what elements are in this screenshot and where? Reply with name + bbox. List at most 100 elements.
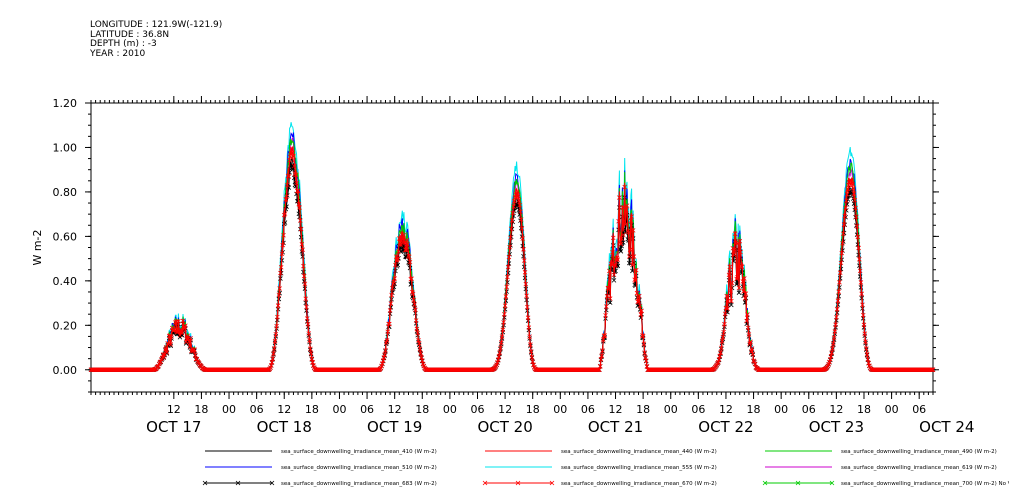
- data-point: [620, 232, 626, 238]
- data-point: [743, 291, 749, 296]
- data-point: [739, 264, 745, 270]
- data-point: [724, 293, 730, 299]
- x-hour-label: 12: [277, 403, 291, 416]
- data-point: [838, 260, 844, 266]
- data-point: [718, 350, 723, 355]
- data-point: [511, 204, 516, 209]
- x-hour-label: 06: [802, 403, 816, 416]
- data-point: [168, 343, 174, 349]
- data-point: [746, 332, 752, 337]
- legend-entry: sea_surface_downwelling_irradiance_mean_…: [561, 449, 717, 455]
- data-point: [829, 350, 835, 355]
- data-point: [495, 357, 501, 362]
- data-point: [406, 254, 412, 260]
- legend-entry: sea_surface_downwelling_irradiance_mean_…: [561, 481, 717, 487]
- data-point: [595, 367, 601, 373]
- data-point: [633, 278, 638, 284]
- data-point: [381, 355, 387, 360]
- data-point: [297, 205, 302, 210]
- data-point: [395, 256, 401, 261]
- data-point: [607, 296, 613, 301]
- data-point: [603, 313, 608, 318]
- data-point: [844, 198, 849, 203]
- legend-entry: sea_surface_downwelling_irradiance_mean_…: [561, 465, 717, 471]
- year-label: YEAR : 2010: [90, 48, 146, 59]
- data-point: [401, 232, 407, 238]
- data-point: [840, 231, 846, 237]
- data-point: [419, 358, 425, 363]
- data-point: [405, 242, 410, 247]
- data-point: [852, 197, 858, 203]
- x-date-label: OCT 20: [477, 418, 532, 436]
- series-line: [91, 132, 933, 371]
- data-point: [518, 217, 524, 222]
- y-tick-label: 0.40: [53, 275, 78, 288]
- data-point: [521, 247, 526, 252]
- series-line: [91, 138, 933, 371]
- data-point: [269, 359, 275, 365]
- data-point: [521, 253, 526, 259]
- data-point: [388, 301, 394, 306]
- x-date-label: OCT 23: [809, 418, 864, 436]
- x-hour-label: 00: [885, 403, 899, 416]
- data-point: [277, 286, 282, 291]
- data-point: [507, 244, 512, 250]
- data-point: [171, 327, 177, 333]
- data-point: [497, 350, 503, 355]
- legend-entry: sea_surface_downwelling_irradiance_mean_…: [281, 449, 437, 455]
- data-point: [859, 291, 864, 297]
- longitude-label: LONGITUDE : 121.9W(-121.9): [90, 20, 223, 30]
- legend-entry: sea_surface_downwelling_irradiance_mean_…: [281, 465, 437, 471]
- data-point: [732, 247, 737, 252]
- data-point: [604, 304, 609, 309]
- data-point: [502, 311, 507, 317]
- depth-label: DEPTH (m) : -3: [90, 39, 157, 49]
- legend-entry: sea_surface_downwelling_irradiance_mean_…: [281, 481, 437, 487]
- data-point: [722, 311, 728, 317]
- data-point: [858, 280, 864, 285]
- data-point: [308, 346, 313, 352]
- x-hour-label: 18: [636, 403, 650, 416]
- data-point: [827, 359, 832, 365]
- x-hour-label: 12: [167, 403, 181, 416]
- data-point: [722, 321, 727, 327]
- data-point: [527, 334, 532, 339]
- data-point: [391, 279, 397, 285]
- data-point: [508, 235, 513, 241]
- data-point: [731, 252, 736, 257]
- x-hour-label: 12: [388, 403, 402, 416]
- legend-marker: [202, 480, 208, 486]
- data-point: [637, 293, 642, 299]
- data-point: [599, 353, 605, 358]
- data-point: [737, 238, 743, 244]
- data-point: [844, 192, 850, 197]
- data-point: [633, 267, 639, 273]
- data-point: [727, 264, 733, 270]
- data-point: [840, 240, 845, 246]
- data-point: [390, 285, 395, 291]
- data-point: [502, 303, 508, 308]
- data-point: [505, 274, 510, 280]
- x-date-label: OCT 18: [257, 418, 312, 436]
- data-point: [600, 337, 606, 342]
- data-point: [621, 218, 627, 224]
- data-point: [520, 236, 526, 241]
- data-point: [602, 333, 608, 338]
- data-point: [387, 308, 393, 313]
- data-point: [821, 367, 826, 372]
- legend-marker: [235, 480, 241, 486]
- data-point: [729, 280, 735, 286]
- data-point: [386, 321, 391, 327]
- data-point: [728, 288, 733, 294]
- data-point: [387, 321, 392, 327]
- data-point: [294, 180, 299, 186]
- data-point: [853, 205, 858, 211]
- data-point: [301, 273, 307, 279]
- data-point: [856, 245, 861, 251]
- data-point: [498, 340, 504, 345]
- data-point: [600, 348, 605, 353]
- data-point: [719, 345, 724, 351]
- x-hour-label: 18: [526, 403, 540, 416]
- data-point: [297, 214, 302, 220]
- data-point: [832, 329, 838, 334]
